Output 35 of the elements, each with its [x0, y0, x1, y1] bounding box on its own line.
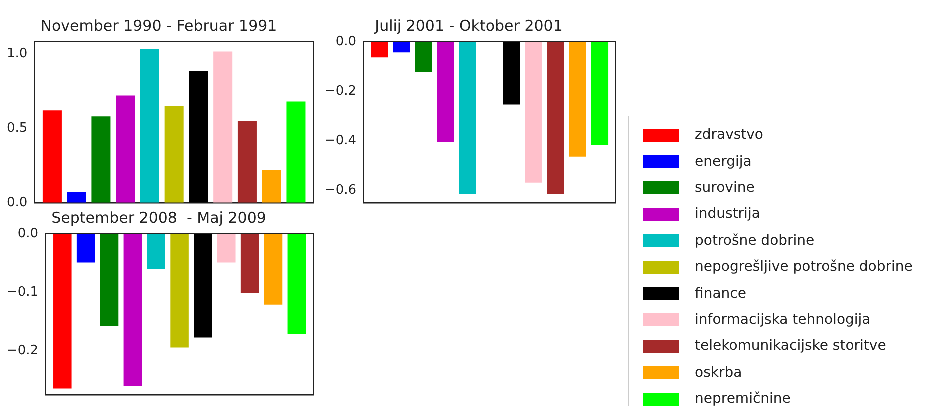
legend-label: energija — [695, 154, 752, 170]
chart-title: Julij 2001 - Oktober 2001 — [374, 16, 563, 35]
y-tick-label: 0.0 — [6, 196, 28, 211]
y-tick-label: −0.1 — [6, 284, 39, 300]
bar — [67, 192, 86, 204]
bar — [164, 106, 184, 204]
legend-label: informacijska tehnologija — [695, 312, 871, 328]
legend-label: potrošne dobrine — [695, 232, 815, 249]
y-tick-label: 0.5 — [6, 120, 28, 136]
legend-label: oskrba — [695, 364, 742, 381]
bar — [286, 102, 306, 204]
y-tick-label: −0.2 — [324, 84, 357, 99]
bar — [262, 170, 282, 204]
bar — [238, 121, 257, 204]
legend-label: zdravstvo — [695, 127, 764, 144]
bar — [42, 110, 62, 204]
bar — [116, 96, 136, 204]
y-tick-label: 1.0 — [6, 46, 28, 62]
y-tick-label: 0.0 — [18, 226, 39, 242]
y-tick-label: 0.0 — [336, 34, 357, 50]
legend-label: industrija — [695, 206, 760, 222]
legend-label: nepremičnine — [695, 391, 791, 406]
y-tick-label: −0.4 — [324, 134, 357, 149]
legend-label: finance — [695, 286, 746, 302]
bar — [214, 52, 233, 204]
legend-label: nepogrešljive potrošne dobrine — [695, 259, 913, 276]
bar — [92, 116, 111, 204]
bar — [189, 71, 208, 204]
chart-title: September 2008 - Maj 2009 — [52, 208, 266, 227]
y-tick-label: −0.2 — [6, 344, 39, 359]
legend-label: telekomunikacijske storitve — [695, 338, 886, 354]
y-tick-label: −0.6 — [324, 183, 357, 198]
bar — [140, 49, 160, 204]
legend-label: surovine — [695, 180, 755, 196]
chart-title: November 1990 - Februar 1991 — [40, 16, 278, 35]
